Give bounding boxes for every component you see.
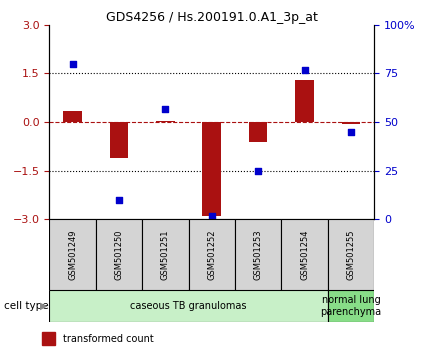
- Bar: [328, 219, 374, 290]
- Bar: [203, 122, 221, 216]
- Text: GSM501250: GSM501250: [114, 230, 123, 280]
- Bar: [342, 122, 360, 124]
- Text: transformed count: transformed count: [63, 334, 154, 344]
- Point: [347, 129, 354, 135]
- Text: GSM501254: GSM501254: [300, 230, 309, 280]
- Point: [301, 67, 308, 72]
- Text: caseous TB granulomas: caseous TB granulomas: [130, 301, 247, 311]
- Point: [162, 105, 169, 111]
- Bar: [96, 219, 142, 290]
- Text: GSM501252: GSM501252: [207, 230, 216, 280]
- Bar: [295, 80, 314, 122]
- Text: normal lung
parenchyma: normal lung parenchyma: [320, 295, 381, 317]
- Bar: [281, 219, 328, 290]
- Point: [69, 61, 76, 67]
- Bar: [189, 219, 235, 290]
- Bar: [110, 122, 128, 158]
- Bar: [49, 219, 96, 290]
- Text: ▶: ▶: [40, 301, 47, 311]
- Bar: [42, 332, 55, 346]
- Title: GDS4256 / Hs.200191.0.A1_3p_at: GDS4256 / Hs.200191.0.A1_3p_at: [106, 11, 318, 24]
- Bar: [156, 120, 175, 122]
- Point: [255, 168, 261, 174]
- Point: [116, 197, 123, 203]
- Point: [209, 213, 215, 218]
- Bar: [63, 111, 82, 122]
- Text: cell type: cell type: [4, 301, 49, 311]
- Text: GSM501253: GSM501253: [254, 229, 263, 280]
- Bar: [142, 219, 189, 290]
- Text: GSM501249: GSM501249: [68, 230, 77, 280]
- Bar: [235, 219, 281, 290]
- Bar: [249, 122, 267, 142]
- Text: GSM501251: GSM501251: [161, 230, 170, 280]
- Bar: [49, 290, 328, 322]
- Text: GSM501255: GSM501255: [347, 230, 356, 280]
- Bar: [328, 290, 374, 322]
